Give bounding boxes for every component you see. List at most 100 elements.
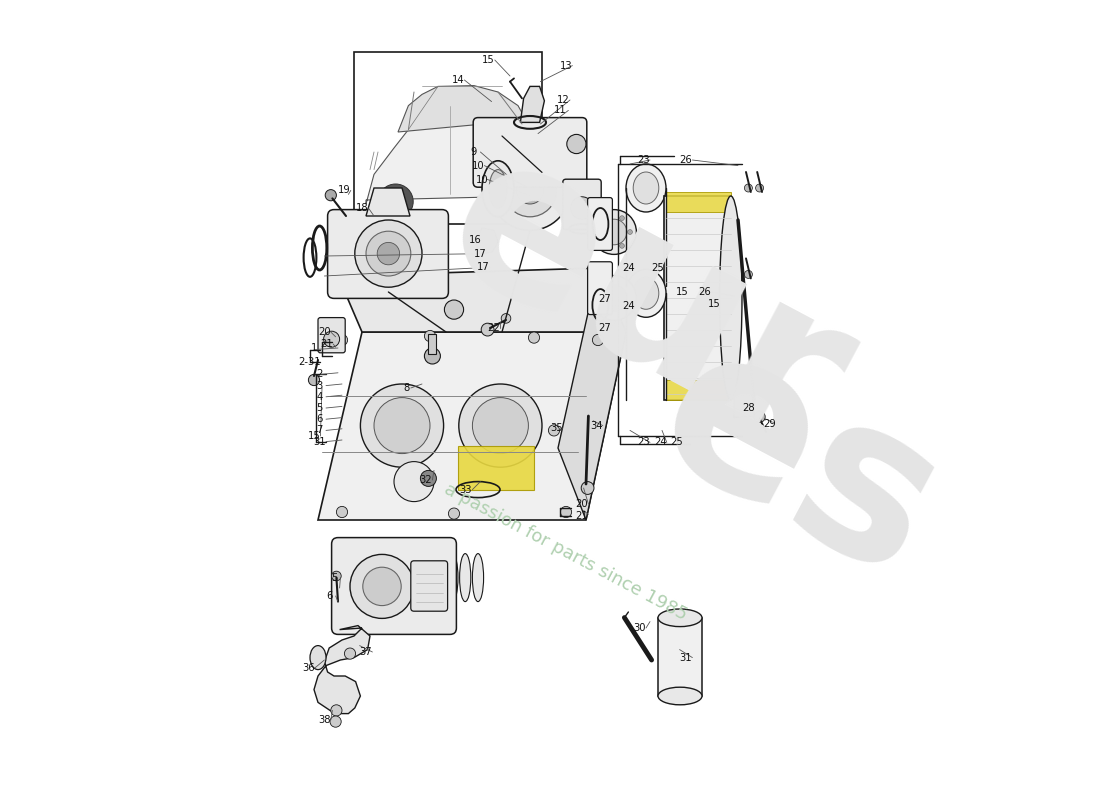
Text: 2-31: 2-31 [299,357,321,366]
Ellipse shape [490,170,507,208]
Text: 13: 13 [560,61,572,70]
Text: 27: 27 [598,323,611,333]
Text: 1: 1 [311,343,317,353]
Circle shape [498,192,517,211]
Text: 6: 6 [317,414,322,424]
Circle shape [528,332,540,343]
Polygon shape [366,188,410,216]
Circle shape [377,242,399,265]
Text: 23: 23 [637,155,650,165]
Text: 23: 23 [637,438,650,447]
Text: 26: 26 [698,287,711,297]
Circle shape [481,323,494,336]
Polygon shape [734,392,754,418]
Circle shape [566,134,586,154]
Text: 21: 21 [320,339,333,349]
Circle shape [374,398,430,454]
Text: 6: 6 [326,591,332,601]
Text: 19: 19 [338,186,351,195]
Bar [428,334,437,354]
Text: 25: 25 [651,263,663,273]
Text: 28: 28 [742,403,755,413]
Bar [354,52,542,224]
Circle shape [756,184,763,192]
Ellipse shape [634,172,659,204]
Circle shape [425,348,440,364]
FancyBboxPatch shape [587,262,613,314]
Text: 3: 3 [317,381,322,390]
Circle shape [593,334,604,346]
Text: 37: 37 [360,647,372,657]
Circle shape [619,243,625,248]
Text: 15: 15 [707,299,721,309]
Text: 31: 31 [680,653,692,662]
Text: 35: 35 [550,423,563,433]
Circle shape [444,300,463,319]
FancyBboxPatch shape [410,561,448,611]
Circle shape [504,164,557,217]
Text: 10: 10 [472,161,484,170]
Circle shape [337,506,348,518]
Circle shape [472,398,528,454]
Polygon shape [520,86,544,122]
Polygon shape [475,228,498,254]
Ellipse shape [310,646,326,670]
Circle shape [502,314,510,323]
Text: 15: 15 [308,431,320,441]
Text: 36: 36 [302,663,315,673]
Text: 9: 9 [471,147,477,157]
Ellipse shape [472,554,484,602]
Text: 11: 11 [554,106,566,115]
Circle shape [449,508,460,519]
Circle shape [459,384,542,467]
FancyBboxPatch shape [328,210,449,298]
FancyBboxPatch shape [587,198,613,250]
FancyBboxPatch shape [331,538,456,634]
Text: 4: 4 [317,392,322,402]
Circle shape [366,231,410,276]
Circle shape [386,192,405,211]
Circle shape [490,150,570,230]
Polygon shape [366,104,538,204]
Text: 24: 24 [623,301,635,310]
Ellipse shape [460,554,471,602]
Text: 10: 10 [475,175,488,185]
Polygon shape [318,332,626,520]
Circle shape [571,197,593,219]
Circle shape [337,334,348,346]
Circle shape [628,230,632,234]
Circle shape [344,648,355,659]
Circle shape [754,411,766,422]
FancyBboxPatch shape [473,118,586,187]
Circle shape [394,462,435,502]
Circle shape [592,275,637,321]
Text: 20: 20 [318,327,331,337]
Text: 16: 16 [470,235,482,245]
Ellipse shape [634,278,659,310]
Text: 14: 14 [452,75,464,85]
Ellipse shape [719,196,742,400]
FancyBboxPatch shape [563,179,602,230]
Text: 20: 20 [575,499,589,509]
Text: 24: 24 [623,263,635,273]
Bar [666,380,730,400]
Ellipse shape [434,554,446,602]
Circle shape [361,384,443,467]
Circle shape [581,482,594,494]
Text: 33: 33 [460,485,472,494]
Text: eur: eur [411,111,881,497]
Text: 2: 2 [317,370,322,379]
Ellipse shape [658,609,702,626]
Polygon shape [398,86,526,132]
Text: 26: 26 [680,155,692,165]
Circle shape [363,567,402,606]
Text: 32: 32 [420,475,432,485]
Text: 8: 8 [403,383,409,393]
Circle shape [378,184,414,219]
Circle shape [602,286,627,311]
Text: 27: 27 [598,294,611,304]
Circle shape [308,374,320,386]
Ellipse shape [658,687,702,705]
Bar [666,192,730,212]
Text: 24: 24 [654,438,667,447]
